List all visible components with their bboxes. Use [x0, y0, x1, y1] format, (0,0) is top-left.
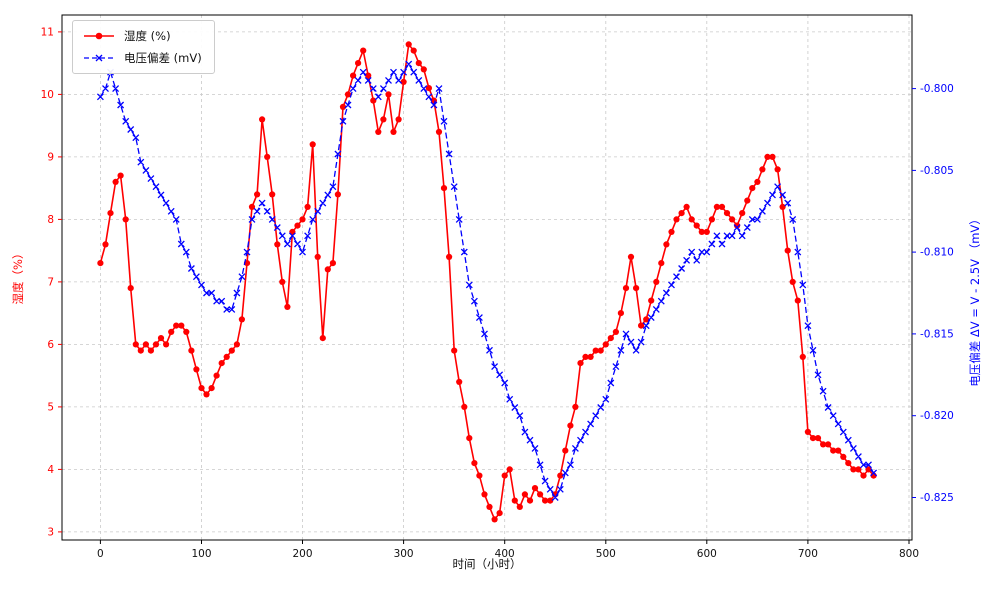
- svg-text:-0.820: -0.820: [920, 410, 954, 422]
- legend: 湿度 (%) 电压偏差 (mV): [72, 20, 215, 74]
- svg-text:-0.800: -0.800: [920, 83, 954, 95]
- y-axis-label-right: 电压偏差 ΔV = V - 2.5V （mV）: [968, 213, 982, 387]
- svg-text:700: 700: [798, 548, 818, 560]
- voltage-dashed-x-marker-icon: [84, 54, 114, 62]
- svg-text:400: 400: [495, 548, 515, 560]
- svg-text:7: 7: [47, 276, 54, 288]
- svg-text:200: 200: [292, 548, 312, 560]
- svg-text:3: 3: [47, 526, 54, 538]
- humidity-series: [97, 41, 877, 523]
- svg-text:-0.810: -0.810: [920, 247, 954, 259]
- svg-text:6: 6: [47, 339, 54, 351]
- svg-text:-0.815: -0.815: [920, 328, 954, 340]
- svg-text:8: 8: [47, 214, 54, 226]
- svg-text:100: 100: [191, 548, 211, 560]
- voltage-series: [96, 60, 878, 501]
- legend-item-voltage: 电压偏差 (mV): [82, 50, 202, 66]
- svg-text:4: 4: [47, 464, 54, 476]
- y-axis-label-left: 湿度（%）: [11, 247, 25, 305]
- svg-text:0: 0: [97, 548, 104, 560]
- legend-label-voltage: 电压偏差 (mV): [124, 51, 202, 65]
- svg-text:800: 800: [899, 548, 919, 560]
- gridlines: [62, 15, 912, 540]
- svg-text:5: 5: [47, 401, 54, 413]
- svg-text:600: 600: [697, 548, 717, 560]
- legend-label-humidity: 湿度 (%): [124, 29, 171, 43]
- svg-text:11: 11: [41, 26, 54, 38]
- svg-text:9: 9: [47, 151, 54, 163]
- svg-text:10: 10: [41, 89, 54, 101]
- x-axis-label: 时间（小时）: [452, 557, 522, 571]
- humidity-line-marker-icon: [84, 32, 114, 40]
- svg-text:-0.825: -0.825: [920, 492, 954, 504]
- svg-text:300: 300: [394, 548, 414, 560]
- plot-border: [61, 14, 913, 541]
- svg-text:-0.805: -0.805: [920, 165, 954, 177]
- legend-item-humidity: 湿度 (%): [82, 28, 202, 44]
- svg-text:500: 500: [596, 548, 616, 560]
